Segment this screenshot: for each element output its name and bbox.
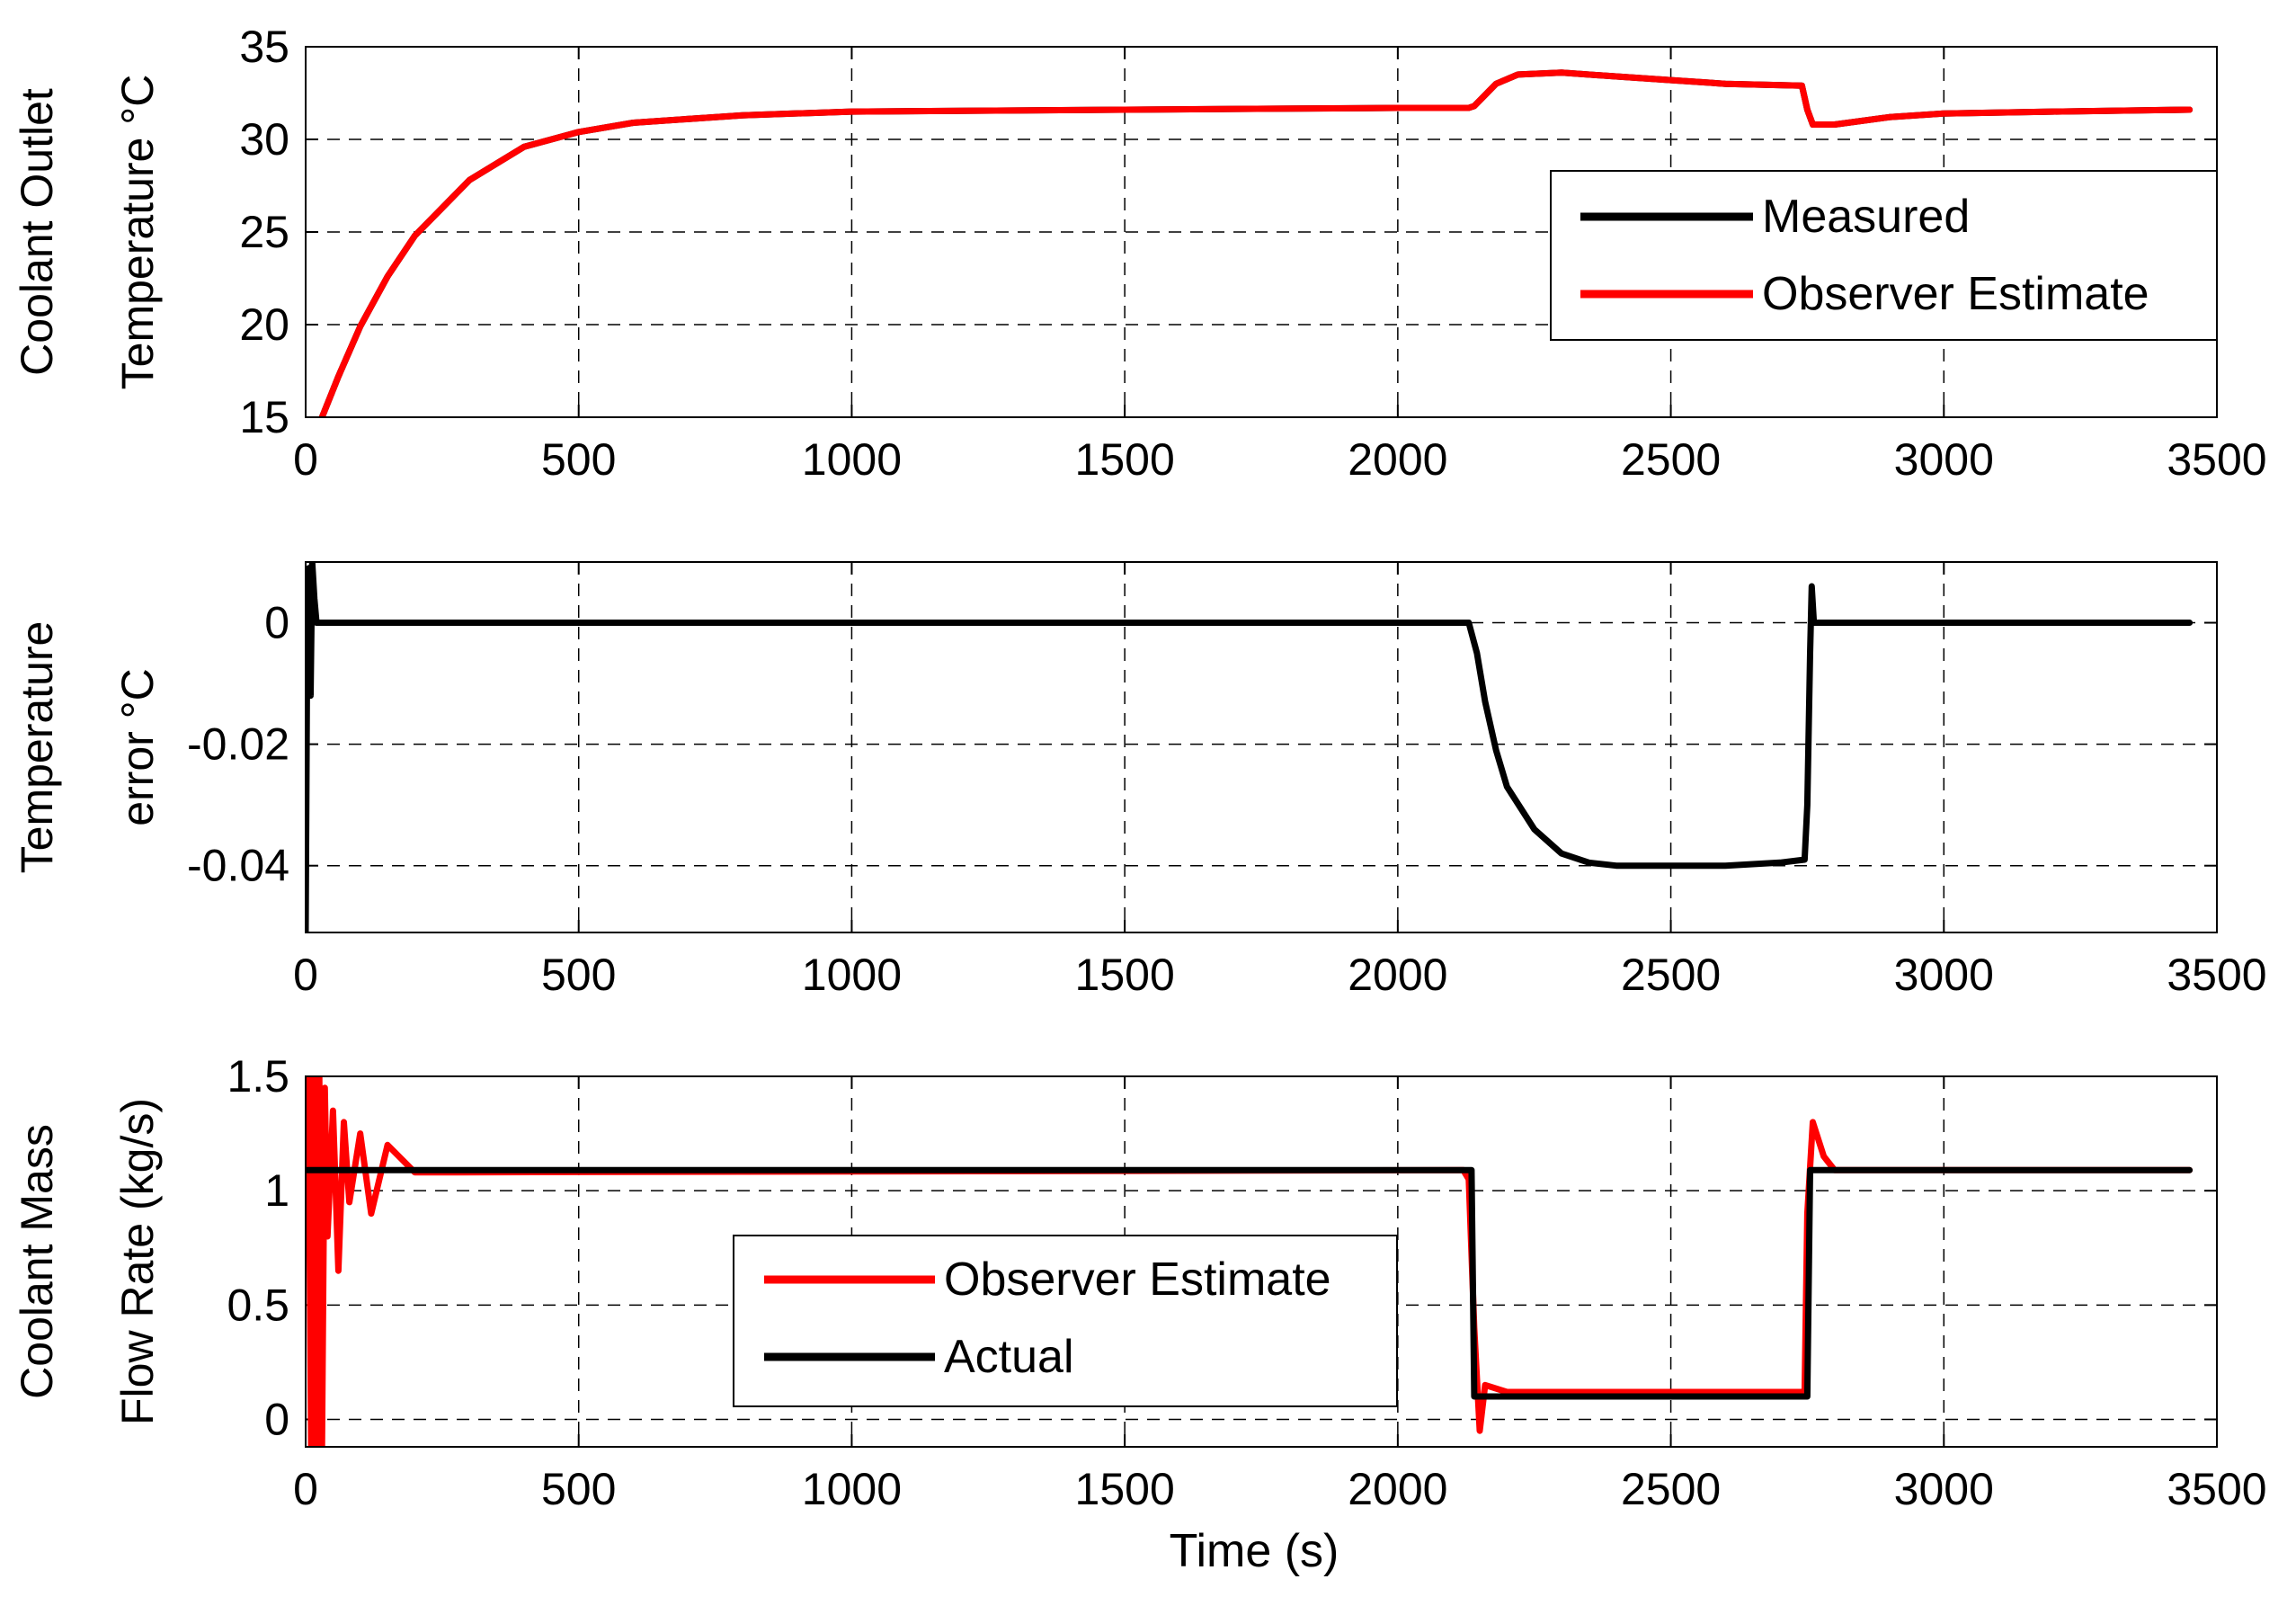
legend: Measured Observer Estimate [1550, 170, 2218, 341]
y-tick-label: 30 [239, 114, 289, 165]
series-line-error [306, 562, 2194, 932]
x-tick-label: 1000 [802, 950, 902, 1000]
y-axis-label-line2: Temperature °C [112, 75, 163, 390]
x-tick-label: 1500 [1075, 434, 1175, 485]
x-tick-label: 1500 [1075, 1464, 1175, 1514]
x-tick-label: 3000 [1894, 1464, 1994, 1514]
x-tick-label: 1000 [802, 434, 902, 485]
y-tick-labels: 0 0.5 1 1.5 [227, 1051, 289, 1444]
y-tick-label: 0 [264, 598, 289, 648]
legend-label-observer-estimate: Observer Estimate [944, 1254, 1331, 1306]
y-axis-label-line1: Coolant Outlet [12, 88, 62, 376]
x-tick-label: 3500 [2167, 434, 2266, 485]
panel-mass-flow-rate: 0 500 1000 1500 2000 2500 3000 3500 0 0.5 1 1.5 Co… [12, 1051, 2267, 1577]
x-tick-label: 500 [541, 434, 616, 485]
legend-box [1550, 170, 2218, 341]
y-tick-label: 15 [239, 392, 289, 442]
panel-temperature-error: 0 500 1000 1500 2000 2500 3000 3500 -0.04 -0.02 0… [12, 561, 2267, 1000]
x-tick-label: 2500 [1621, 950, 1721, 1000]
y-tick-label: 1.5 [227, 1051, 289, 1102]
series-line-actual [306, 1166, 2194, 1400]
x-tick-label: 0 [293, 1464, 318, 1514]
y-axis-label-line2: error °C [112, 668, 163, 826]
y-tick-label: 0.5 [227, 1280, 289, 1330]
x-tick-labels: 0 500 1000 1500 2000 2500 3000 3500 [293, 1464, 2267, 1514]
x-tick-label: 2500 [1621, 434, 1721, 485]
y-axis-label-line1: Temperature [12, 621, 62, 874]
y-axis-label-line1: Coolant Mass [12, 1124, 62, 1399]
legend-label-measured: Measured [1762, 191, 1970, 243]
x-tick-label: 2500 [1621, 1464, 1721, 1514]
legend-label-observer-estimate: Observer Estimate [1762, 268, 2149, 320]
legend-label-actual: Actual [944, 1331, 1074, 1383]
x-tick-label: 1000 [802, 1464, 902, 1514]
y-tick-labels: -0.04 -0.02 0 [187, 598, 289, 891]
x-tick-label: 0 [293, 950, 318, 1000]
legend-box [733, 1235, 1398, 1407]
x-tick-label: 3000 [1894, 434, 1994, 485]
x-tick-label: 3500 [2167, 1464, 2266, 1514]
y-tick-label: 35 [239, 22, 289, 72]
x-tick-labels: 0 500 1000 1500 2000 2500 3000 3500 [293, 950, 2267, 1000]
x-tick-label: 3500 [2167, 950, 2266, 1000]
x-tick-label: 3000 [1894, 950, 1994, 1000]
plot-area [306, 562, 2217, 932]
x-tick-label: 2000 [1348, 1464, 1447, 1514]
series-lines [318, 69, 2194, 417]
y-tick-label: 1 [264, 1165, 289, 1216]
x-tick-label: 2000 [1348, 434, 1447, 485]
x-tick-label: 2000 [1348, 950, 1447, 1000]
plot-frame [305, 561, 2218, 933]
y-tick-label: -0.04 [187, 841, 289, 891]
panel-temperature: 0 500 1000 1500 2000 2500 3000 3500 1520253035 … [12, 22, 2267, 485]
y-tick-label: 0 [264, 1394, 289, 1444]
legend: Observer Estimate Actual [733, 1235, 1398, 1407]
x-tick-label: 1500 [1075, 950, 1175, 1000]
x-tick-label: 500 [541, 1464, 616, 1514]
x-tick-label: 0 [293, 434, 318, 485]
x-tick-labels: 0 500 1000 1500 2000 2500 3000 3500 [293, 434, 2267, 485]
x-axis-label: Time (s) [1170, 1525, 1339, 1577]
plot-frame [305, 1075, 2218, 1448]
y-axis-label-line2: Flow Rate (kg/s) [112, 1098, 163, 1425]
y-tick-label: 20 [239, 299, 289, 350]
y-tick-label: -0.02 [187, 719, 289, 770]
y-tick-labels: 15 20 25 30 35 [239, 22, 289, 442]
series-line-observer-estimate [318, 69, 2194, 417]
x-tick-label: 500 [541, 950, 616, 1000]
y-tick-label: 25 [239, 207, 289, 257]
series-lines [306, 1076, 2194, 1447]
series-lines [306, 562, 2194, 932]
